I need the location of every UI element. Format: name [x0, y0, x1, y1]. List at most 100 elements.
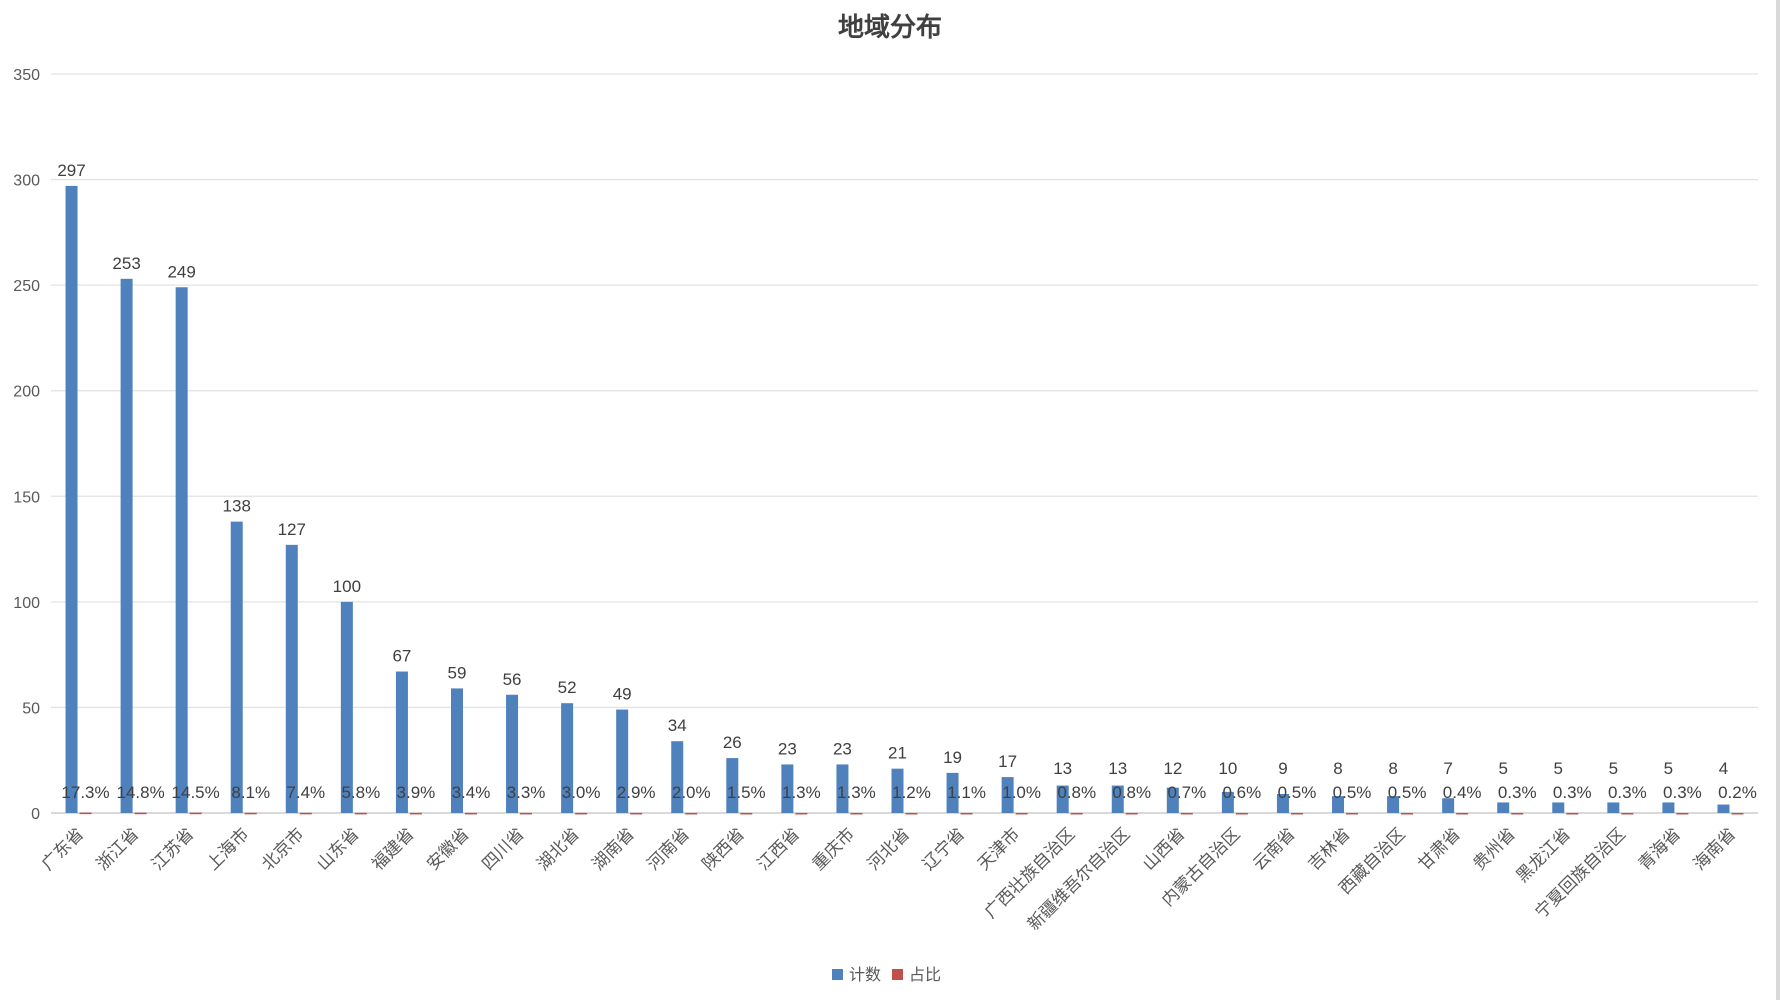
- count-label: 249: [167, 262, 195, 281]
- bar-count: [781, 764, 794, 813]
- count-label: 253: [112, 254, 140, 273]
- bar-count: [120, 278, 133, 813]
- count-label: 49: [613, 685, 632, 704]
- bar-count: [1717, 804, 1730, 813]
- bar-count: [340, 601, 353, 813]
- count-label: 100: [333, 577, 361, 596]
- bar-count: [1276, 793, 1289, 813]
- count-label: 9: [1278, 759, 1287, 778]
- legend-label: 占比: [909, 966, 941, 984]
- bar-count: [1111, 785, 1124, 813]
- x-tick-label: 甘肃省: [1414, 824, 1464, 874]
- ratio-label: 1.3%: [782, 783, 821, 802]
- bar-count: [285, 544, 298, 813]
- bar-ratio: [575, 812, 588, 815]
- ratio-label: 2.9%: [617, 783, 656, 802]
- y-tick-label: 300: [13, 173, 40, 190]
- count-label: 13: [1053, 759, 1072, 778]
- legend: 计数 占比: [832, 966, 941, 984]
- count-label: 10: [1218, 759, 1237, 778]
- x-tick-label: 云南省: [1249, 824, 1299, 874]
- x-tick-label: 辽宁省: [919, 824, 969, 874]
- count-label: 12: [1163, 759, 1182, 778]
- bar-ratio: [630, 812, 643, 815]
- x-tick-label: 福建省: [368, 824, 418, 874]
- y-tick-label: 350: [13, 67, 40, 84]
- ratio-label: 1.3%: [837, 783, 876, 802]
- y-tick-label: 50: [22, 700, 40, 717]
- bar-ratio: [905, 812, 918, 815]
- ratio-label: 0.8%: [1057, 783, 1096, 802]
- ratio-label: 3.4%: [452, 783, 491, 802]
- x-tick-label: 安徽省: [423, 824, 473, 874]
- bar-count: [1056, 785, 1069, 813]
- count-label: 297: [57, 161, 85, 180]
- bar-count: [616, 709, 629, 813]
- bar-ratio: [1401, 812, 1414, 815]
- x-tick-label: 河北省: [864, 824, 914, 874]
- right-border: [1776, 0, 1780, 1000]
- ratio-label: 3.3%: [507, 783, 546, 802]
- bar-count: [561, 703, 574, 813]
- x-tick-label: 湖南省: [589, 824, 639, 874]
- chart-title: 地域分布: [838, 13, 942, 43]
- bar-count: [1001, 777, 1014, 813]
- ratio-label: 0.5%: [1388, 783, 1427, 802]
- x-tick-label: 天津市: [974, 824, 1024, 874]
- count-label: 138: [223, 497, 251, 516]
- count-label: 5: [1664, 759, 1673, 778]
- bar-count: [506, 694, 519, 813]
- x-tick-label: 吉林省: [1304, 824, 1354, 874]
- legend-label: 计数: [849, 966, 881, 984]
- ratio-label: 3.0%: [562, 783, 601, 802]
- count-label: 4: [1719, 759, 1728, 778]
- bar-ratio: [189, 812, 202, 815]
- bar-ratio: [1566, 812, 1579, 815]
- bars: [65, 185, 1744, 815]
- ratio-label: 0.7%: [1167, 783, 1206, 802]
- bar-ratio: [409, 812, 422, 815]
- bar-ratio: [795, 812, 808, 815]
- count-label: 56: [503, 670, 522, 689]
- x-axis: 广东省 浙江省 江苏省 上海市 北京市 山东省 福建省 安徽省 四川省 湖北省 湖南省 河南省 陕西省江…: [38, 824, 1740, 934]
- x-tick-label: 青海省: [1635, 824, 1685, 874]
- bar-ratio: [1731, 812, 1744, 815]
- y-tick-label: 200: [13, 384, 40, 401]
- ratio-label: 0.4%: [1443, 783, 1482, 802]
- bar-ratio: [299, 812, 312, 815]
- x-tick-label: 湖北省: [533, 824, 583, 874]
- count-label: 23: [833, 739, 852, 758]
- x-tick-label: 贵州省: [1470, 824, 1520, 874]
- x-tick-label: 广东省: [38, 824, 88, 874]
- bar-ratio: [354, 812, 367, 815]
- ratio-label: 0.3%: [1663, 783, 1702, 802]
- ratio-label: 0.5%: [1333, 783, 1372, 802]
- x-tick-label: 北京市: [258, 824, 308, 874]
- count-label: 19: [943, 748, 962, 767]
- y-tick-label: 150: [13, 489, 40, 506]
- ratio-label: 0.3%: [1553, 783, 1592, 802]
- count-label: 23: [778, 739, 797, 758]
- bar-ratio: [244, 812, 257, 815]
- count-label: 67: [392, 647, 411, 666]
- bar-count: [450, 688, 463, 813]
- x-tick-label: 海南省: [1690, 824, 1740, 874]
- ratio-label: 2.0%: [672, 783, 711, 802]
- bar-ratio: [134, 812, 147, 815]
- gridlines: [51, 73, 1758, 814]
- bar-ratio: [1676, 812, 1689, 815]
- ratio-label: 0.5%: [1278, 783, 1317, 802]
- bar-count: [1166, 787, 1179, 813]
- legend-swatch: [892, 969, 903, 980]
- count-label: 59: [448, 663, 467, 682]
- y-tick-label: 0: [31, 806, 40, 823]
- bar-count: [946, 772, 959, 813]
- ratio-label: 8.1%: [231, 783, 270, 802]
- x-tick-label: 新疆维吾尔自治区: [1024, 824, 1134, 934]
- count-label: 7: [1443, 759, 1452, 778]
- bar-count: [1442, 798, 1455, 813]
- count-label: 13: [1108, 759, 1127, 778]
- x-tick-label: 河南省: [644, 824, 694, 874]
- x-tick-label: 江苏省: [148, 824, 198, 874]
